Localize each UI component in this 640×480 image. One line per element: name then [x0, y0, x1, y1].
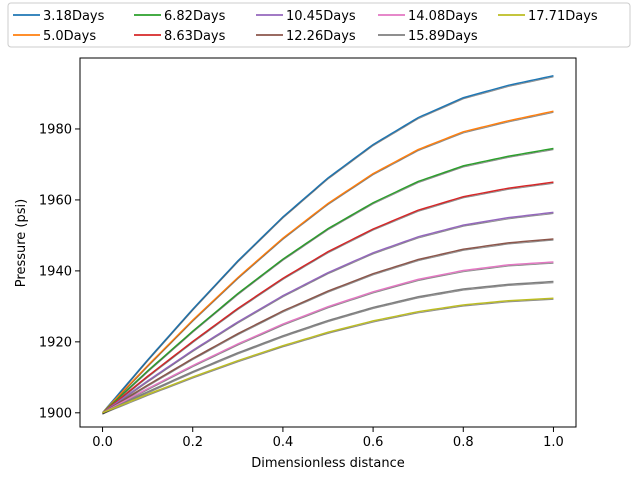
- legend-item-6.82Days: 6.82Days: [134, 9, 226, 24]
- legend-label: 17.71Days: [528, 9, 598, 24]
- legend-item-14.08Days: 14.08Days: [378, 9, 478, 24]
- x-tick-label: 0.6: [363, 435, 384, 450]
- legend-label: 5.0Days: [43, 29, 96, 44]
- legend-label: 8.63Days: [164, 29, 226, 44]
- legend-item-8.63Days: 8.63Days: [134, 29, 226, 44]
- series-overlay-path: [102, 149, 554, 415]
- legend-item-15.89Days: 15.89Days: [378, 29, 478, 44]
- series-line-5.0Days: [102, 110, 554, 415]
- y-tick-label: 1960: [39, 193, 72, 208]
- series-line-14.08Days: [102, 261, 554, 415]
- series-path: [102, 261, 554, 414]
- series-overlay-path: [102, 76, 554, 415]
- series-overlay-path: [102, 262, 554, 415]
- series-overlay-path: [102, 213, 554, 415]
- series-line-6.82Days: [102, 147, 554, 415]
- legend-label: 3.18Days: [43, 9, 105, 24]
- series-overlay-path: [102, 299, 554, 415]
- series-overlay-path: [102, 239, 554, 415]
- series-overlay-path: [102, 282, 554, 415]
- series-line-10.45Days: [102, 211, 554, 415]
- series-overlay-path: [102, 112, 554, 415]
- y-axis-label: Pressure (psi): [14, 199, 29, 287]
- plot-frame: [79, 57, 577, 428]
- y-tick-label: 1900: [39, 406, 72, 421]
- series-path: [102, 238, 554, 414]
- series-path: [102, 181, 554, 414]
- x-axis: 0.0 0.2 0.4 0.6 0.8 1.0: [92, 427, 564, 450]
- legend-item-5.0Days: 5.0Days: [13, 29, 96, 44]
- legend-label: 10.45Days: [286, 9, 356, 24]
- series-line-17.71Days: [102, 297, 554, 415]
- x-tick-label: 0.8: [453, 435, 474, 450]
- legend-item-12.26Days: 12.26Days: [256, 29, 356, 44]
- series-overlay-path: [102, 182, 554, 415]
- legend-box: [7, 2, 631, 48]
- legend-label: 6.82Days: [164, 9, 226, 24]
- series-lines: [101, 75, 554, 415]
- legend-item-17.71Days: 17.71Days: [498, 9, 598, 24]
- series-line-15.89Days: [102, 280, 554, 415]
- legend-label: 15.89Days: [408, 29, 478, 44]
- series-path: [102, 211, 554, 414]
- x-tick-label: 0.2: [182, 435, 203, 450]
- series-path: [102, 280, 554, 414]
- x-axis-label: Dimensionless distance: [251, 456, 404, 471]
- legend-label: 12.26Days: [286, 29, 356, 44]
- legend-item-3.18Days: 3.18Days: [13, 9, 105, 24]
- x-tick-label: 0.0: [92, 435, 113, 450]
- x-tick-label: 0.4: [273, 435, 294, 450]
- y-tick-label: 1980: [39, 122, 72, 137]
- series-path: [101, 75, 554, 414]
- y-tick-label: 1920: [39, 335, 72, 350]
- series-path: [102, 110, 554, 414]
- legend-label: 14.08Days: [408, 9, 478, 24]
- series-path: [102, 297, 554, 414]
- legend: 3.18Days 5.0Days 6.82Days 8.63Days 10.45Days…: [7, 2, 631, 48]
- x-tick-label: 1.0: [543, 435, 564, 450]
- series-line-12.26Days: [102, 238, 554, 415]
- y-tick-label: 1940: [39, 264, 72, 279]
- y-axis: 1900 1920 1940 1960 1980: [39, 122, 80, 421]
- legend-item-10.45Days: 10.45Days: [256, 9, 356, 24]
- series-line-8.63Days: [102, 181, 554, 415]
- series-path: [102, 147, 554, 414]
- series-line-3.18Days: [101, 75, 554, 415]
